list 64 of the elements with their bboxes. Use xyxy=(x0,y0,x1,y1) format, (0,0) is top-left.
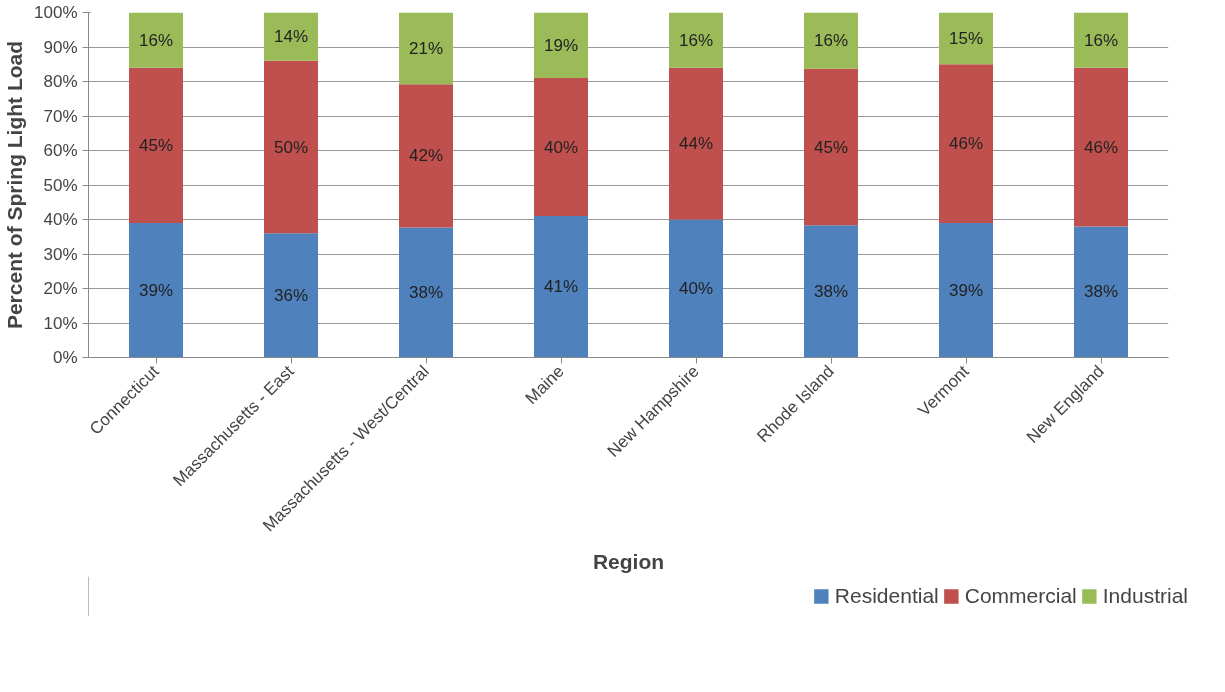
y-tick-label: 50% xyxy=(43,175,78,195)
bar xyxy=(399,227,453,358)
bar xyxy=(399,12,453,85)
data-label: 39% xyxy=(948,280,984,300)
bar xyxy=(1074,226,1128,358)
bar xyxy=(669,12,723,68)
data-label: 36% xyxy=(273,285,309,305)
legend-label: Industrial xyxy=(1102,584,1188,608)
bar xyxy=(1074,67,1128,227)
data-label: 45% xyxy=(813,137,849,157)
bar xyxy=(129,12,183,68)
data-label: 44% xyxy=(678,134,714,154)
y-axis-title: Percent of Spring Light Load xyxy=(3,40,27,330)
y-tick-label: 0% xyxy=(52,348,78,367)
y-tick-label: 70% xyxy=(43,106,78,126)
data-label: 38% xyxy=(813,281,849,301)
data-label: 41% xyxy=(543,277,579,297)
bar xyxy=(129,222,183,358)
data-label: 40% xyxy=(543,137,579,157)
bar xyxy=(534,12,588,79)
data-label: 42% xyxy=(408,146,444,166)
y-tick-label: 30% xyxy=(43,244,78,264)
bar xyxy=(669,219,723,358)
data-label: 38% xyxy=(1083,282,1119,302)
bar xyxy=(534,78,588,217)
x-axis-title: Region xyxy=(592,550,665,574)
bar xyxy=(264,12,318,61)
bar xyxy=(264,233,318,358)
data-label: 15% xyxy=(948,28,984,48)
bar xyxy=(804,12,858,69)
data-label: 21% xyxy=(408,38,444,58)
y-tick-label: 80% xyxy=(43,72,78,91)
data-label: 16% xyxy=(678,30,714,50)
data-label: 16% xyxy=(138,30,174,50)
data-label: 14% xyxy=(273,27,309,47)
bar xyxy=(129,67,183,223)
bar xyxy=(939,64,993,223)
bar xyxy=(939,12,993,65)
bar xyxy=(804,225,858,358)
data-label: 16% xyxy=(813,31,849,51)
data-label: 46% xyxy=(1083,137,1119,157)
bar xyxy=(669,67,723,220)
data-label: 50% xyxy=(273,137,309,157)
data-label: 38% xyxy=(408,282,444,302)
bar xyxy=(534,216,588,358)
data-label: 46% xyxy=(948,134,984,154)
data-label: 45% xyxy=(138,135,174,155)
bar xyxy=(939,222,993,358)
bar xyxy=(399,84,453,228)
data-label: 40% xyxy=(678,279,714,298)
data-label: 16% xyxy=(1083,30,1119,50)
legend-label: Residential xyxy=(834,584,939,608)
y-tick-label: 60% xyxy=(43,141,78,160)
bar xyxy=(804,68,858,226)
bar xyxy=(264,60,318,234)
y-tick-label: 10% xyxy=(43,313,78,333)
y-tick-label: 20% xyxy=(43,279,78,298)
legend-label: Commercial xyxy=(964,584,1077,608)
y-tick-label: 90% xyxy=(43,37,78,57)
data-label: 19% xyxy=(543,35,579,55)
y-tick-label: 100% xyxy=(34,3,78,22)
data-label: 39% xyxy=(138,280,174,300)
y-tick-label: 40% xyxy=(43,210,78,229)
bar xyxy=(1074,12,1128,68)
